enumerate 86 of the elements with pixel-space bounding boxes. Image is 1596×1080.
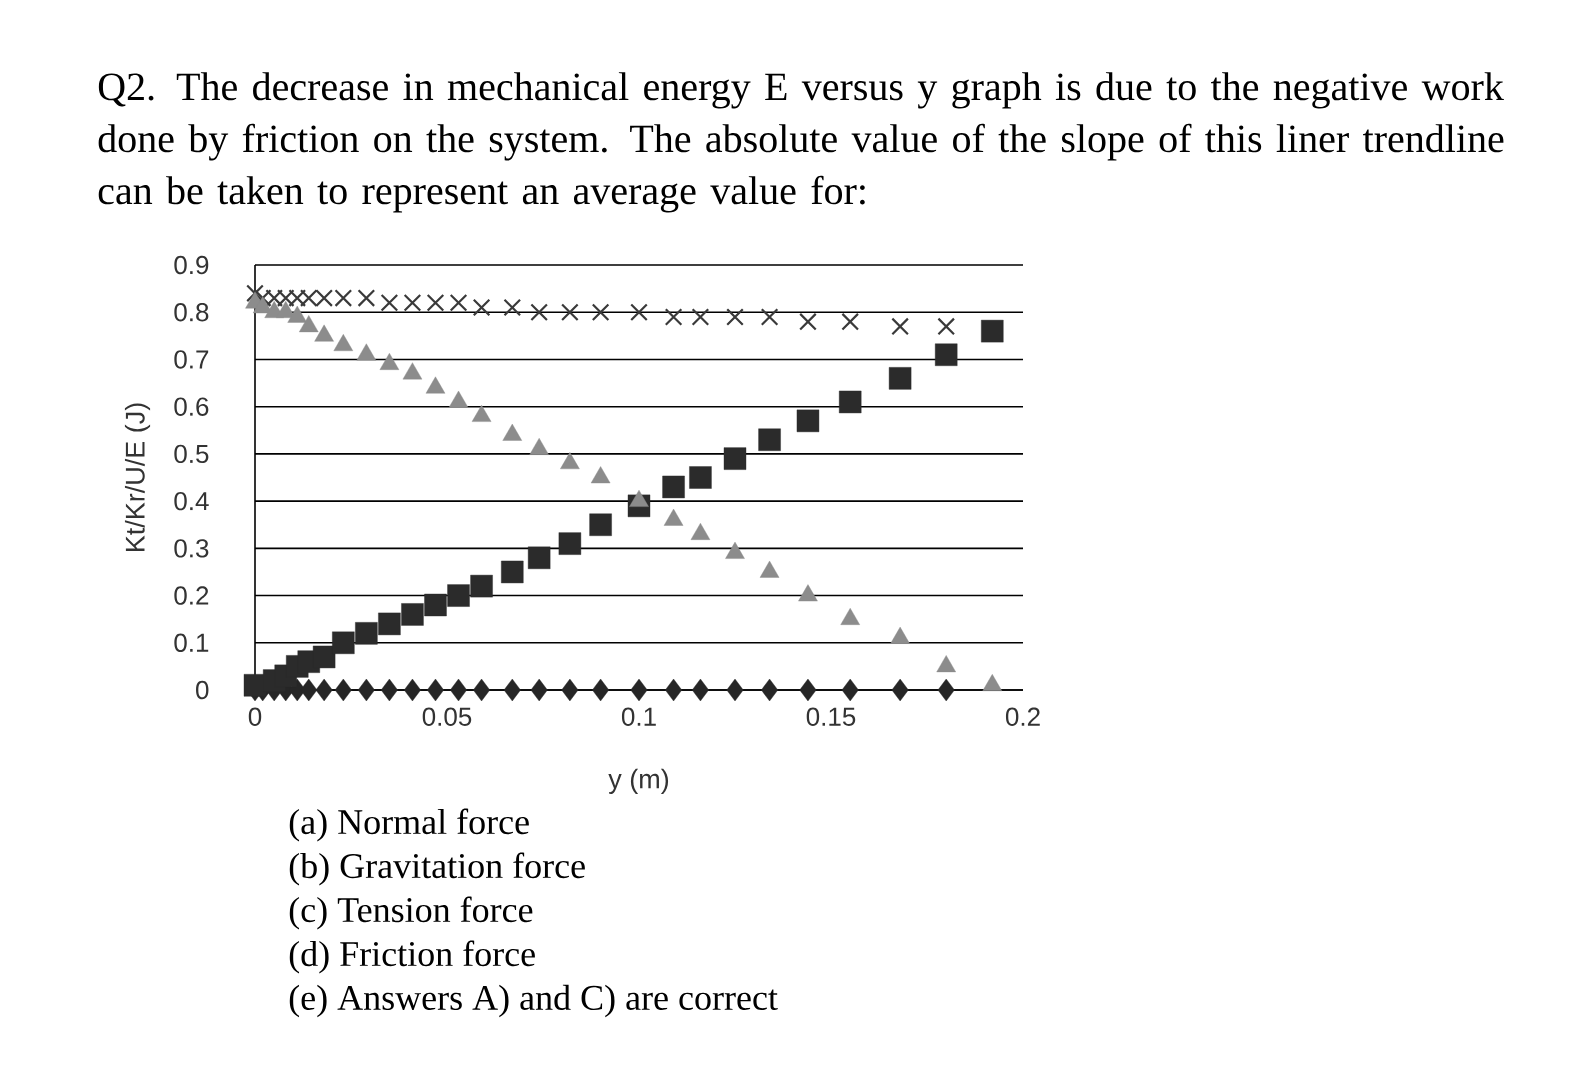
point (503, 298, 522, 317)
point (758, 428, 781, 451)
point (935, 343, 958, 366)
x-tick-label: 0.15 (806, 707, 856, 726)
point (589, 513, 612, 536)
point (841, 312, 860, 331)
point (312, 645, 336, 669)
point (470, 574, 493, 598)
x-tick-label: 0.2 (1005, 707, 1040, 726)
point (380, 678, 398, 702)
point (888, 367, 912, 390)
point (691, 678, 709, 702)
point (937, 678, 955, 702)
point (630, 303, 648, 322)
y-tick-label: 0.5 (174, 444, 209, 464)
point (527, 546, 551, 569)
point (937, 317, 956, 336)
point (799, 678, 817, 702)
point (981, 319, 1004, 343)
y-axis-title: Kt/Kr/U/E (J) (124, 403, 151, 552)
point (891, 678, 909, 702)
x-tick-label: 0.05 (422, 707, 472, 726)
point (891, 317, 910, 336)
point (357, 289, 376, 307)
point (378, 612, 401, 636)
point (689, 466, 712, 489)
point (839, 390, 862, 414)
point (558, 532, 582, 555)
point (447, 584, 470, 607)
point (503, 678, 521, 702)
point (592, 678, 610, 702)
y-tick-label: 0.3 (174, 539, 209, 558)
text: (c) Tension force (289, 896, 533, 930)
text: (d) Friction force (289, 940, 535, 974)
y-tick-label: 0.7 (174, 350, 209, 369)
y-tick-label: 0.4 (174, 491, 209, 511)
x-tick-label: 0 (248, 707, 262, 726)
point (662, 475, 685, 499)
point (630, 678, 648, 702)
point (403, 678, 421, 702)
point (427, 678, 444, 702)
point (665, 678, 683, 702)
point (300, 678, 318, 702)
point (530, 303, 549, 322)
point (501, 560, 524, 584)
x-axis-title: y (m) (608, 768, 669, 794)
point (315, 678, 333, 702)
point (530, 678, 548, 702)
point (691, 308, 710, 326)
text: (e) Answers A) and C) are correct (289, 984, 778, 1018)
point (472, 298, 491, 317)
point (355, 622, 378, 645)
point (449, 293, 468, 312)
point (357, 678, 375, 702)
point (664, 308, 683, 326)
point (403, 293, 422, 312)
point (332, 631, 355, 654)
point (246, 284, 264, 303)
point (841, 678, 859, 702)
point (726, 308, 744, 326)
y-tick-label: 0 (196, 680, 209, 700)
point (424, 593, 447, 617)
point (723, 447, 747, 470)
point (760, 308, 779, 326)
point (473, 678, 491, 702)
chart-title: Q2. The decrease in mechanical energy E versus y graph is due to the negative work done by friction on the system. The absolute value of the slope of this liner trendline can be taken to represent an average value for: (98, 72, 1504, 213)
point (380, 293, 399, 312)
y-tick-label: 0.1 (174, 633, 209, 652)
y-tick-label: 0.6 (174, 397, 209, 416)
point (561, 303, 579, 322)
point (799, 312, 817, 331)
point (561, 678, 579, 702)
point (334, 678, 352, 702)
text: (a) Normal force (289, 808, 529, 842)
point (426, 293, 445, 312)
x-tick-label: 0.1 (621, 707, 656, 726)
y-tick-label: 0.2 (174, 586, 209, 605)
y-tick-label: 0.9 (174, 255, 209, 275)
point (401, 603, 424, 626)
point (726, 678, 744, 702)
text: (b) Gravitation force (289, 852, 585, 886)
point (796, 409, 820, 433)
point (591, 303, 610, 322)
y-tick-label: 0.8 (174, 303, 209, 322)
point (761, 678, 779, 702)
point (450, 678, 467, 702)
